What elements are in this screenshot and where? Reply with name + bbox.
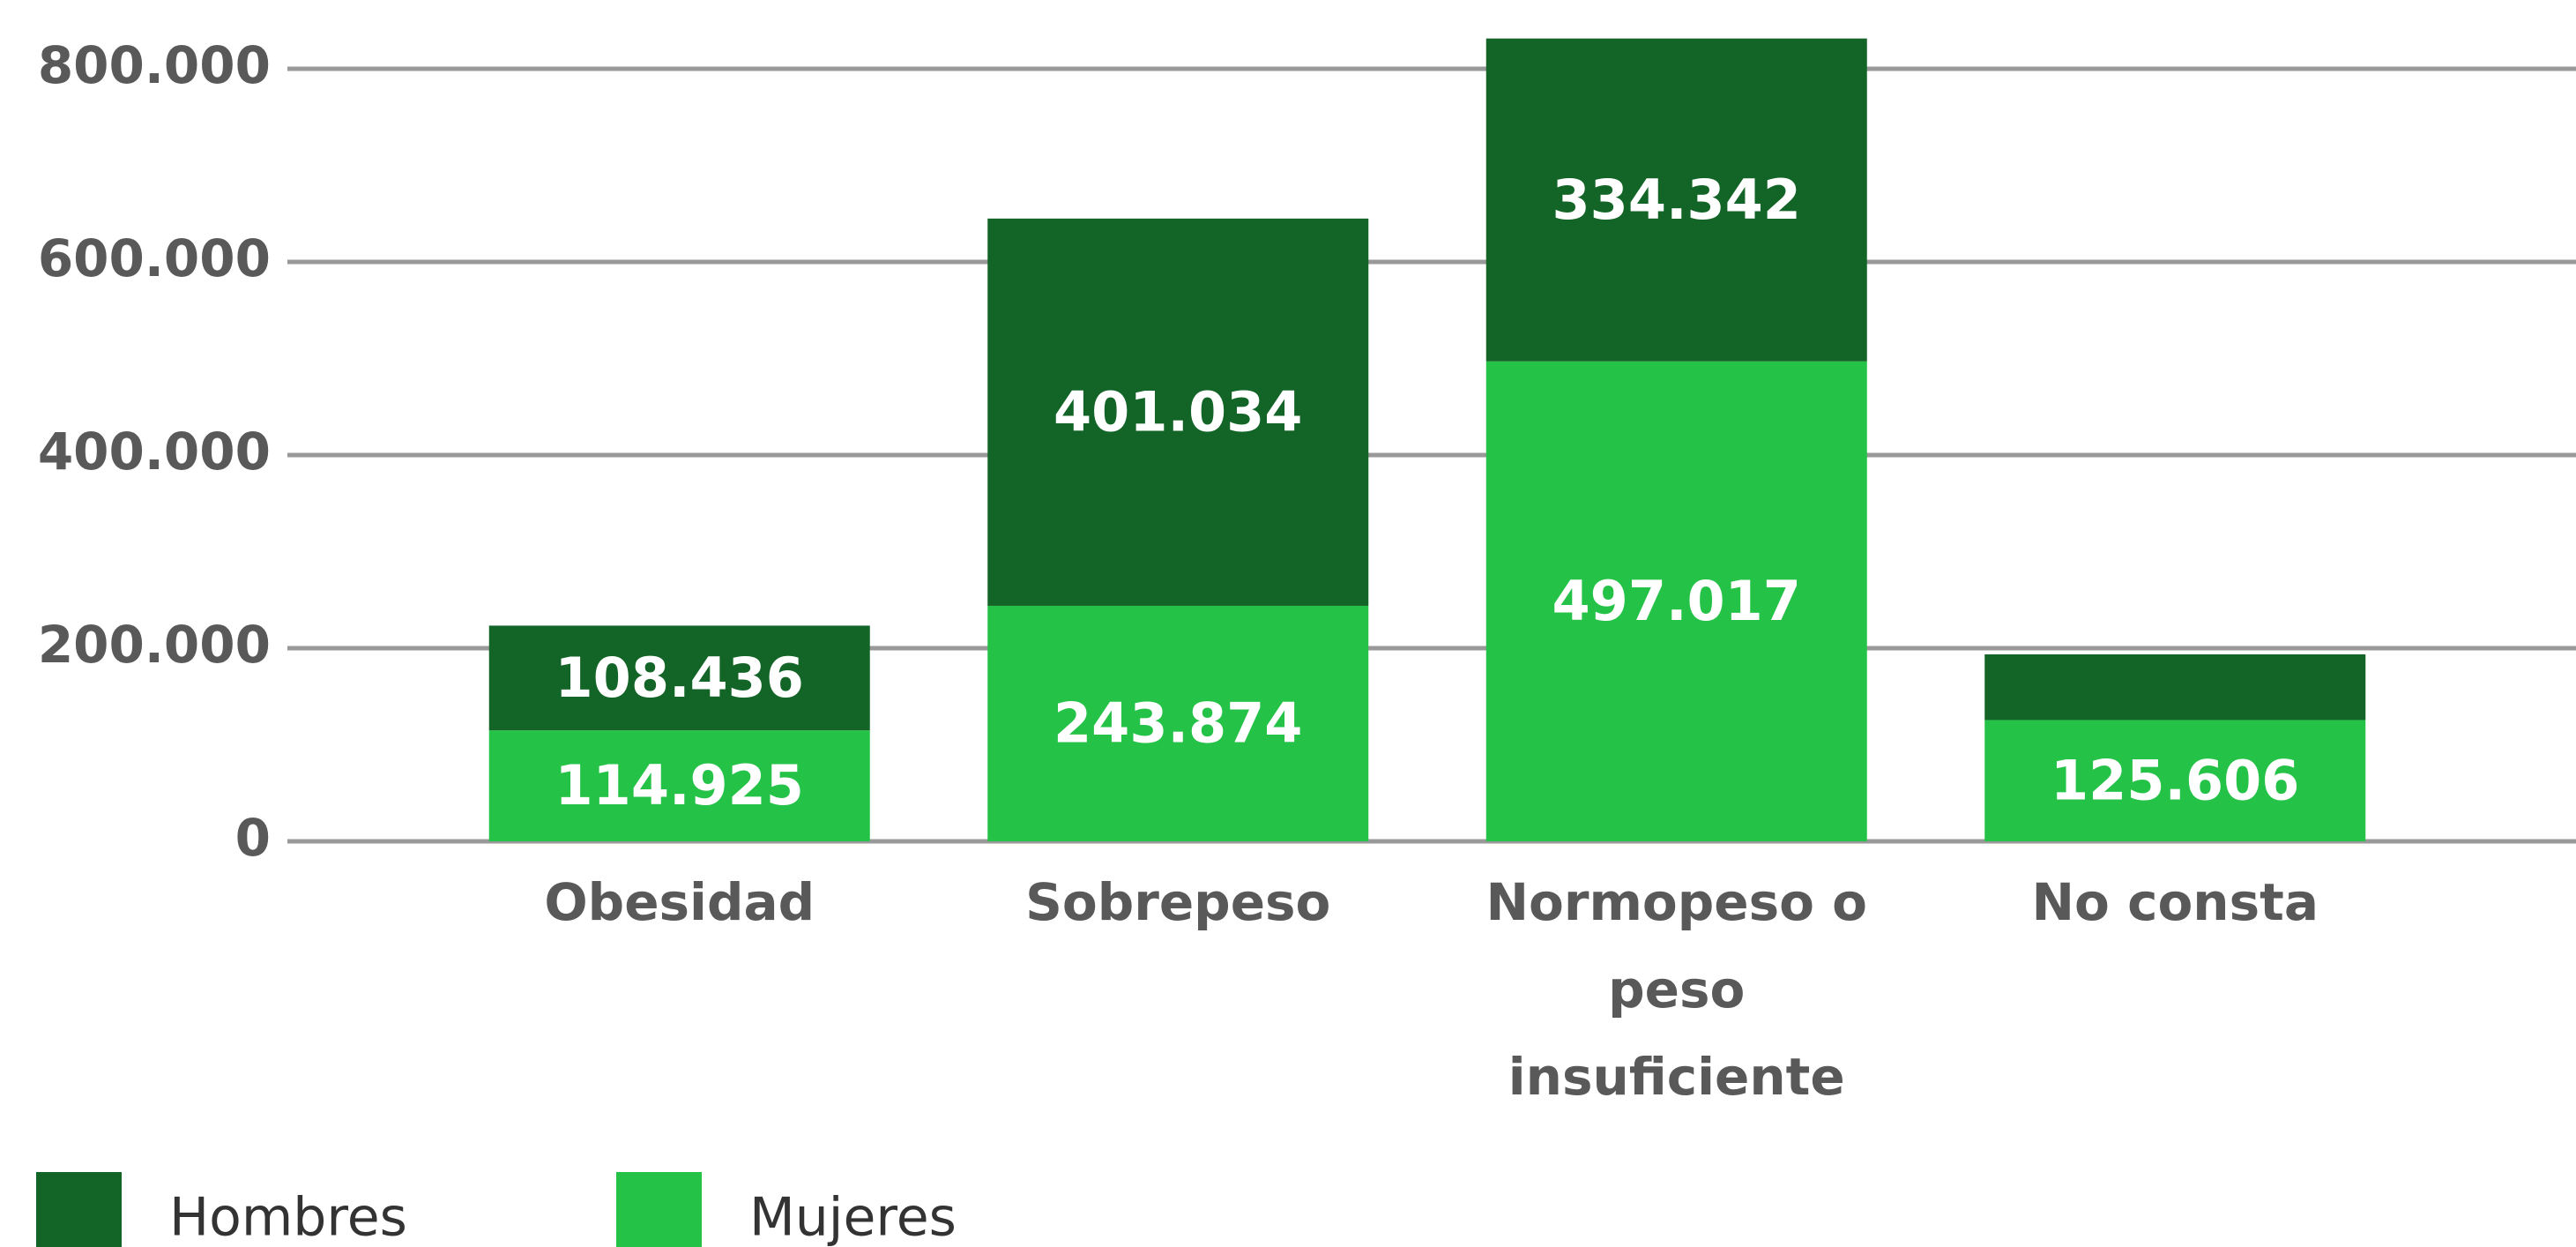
data-label: 243.874	[1053, 691, 1302, 756]
x-tick-label-line: peso	[1608, 960, 1745, 1019]
x-tick-label-line: No consta	[2032, 872, 2319, 932]
data-label: 125.606	[2051, 748, 2299, 812]
legend-label: Hombres	[169, 1187, 407, 1247]
bar-segment	[488, 730, 870, 841]
y-tick-label: 400.000	[38, 422, 271, 482]
x-tick-label: Normopeso o peso insuficiente	[1485, 872, 1867, 1107]
x-tick-label-line: Sobrepeso	[1025, 872, 1330, 932]
bar-segment	[488, 625, 870, 731]
y-tick-label: 600.000	[38, 228, 271, 288]
bar-segment	[1485, 38, 1867, 362]
data-label: 334.342	[1552, 168, 1801, 232]
legend-swatch	[616, 1172, 702, 1247]
data-label: 401.034	[1053, 379, 1302, 444]
bar-segment	[1485, 361, 1867, 842]
bar-segment	[1984, 654, 2366, 721]
bar-segment	[1984, 720, 2366, 841]
bar-segment	[987, 218, 1369, 606]
x-tick-label: No consta	[2032, 872, 2319, 932]
legend-swatch	[36, 1172, 122, 1247]
y-tick-label: 0	[235, 808, 271, 868]
x-tick-label-line: Normopeso o	[1485, 872, 1867, 932]
data-label: 497.017	[1552, 569, 1801, 633]
y-tick-label: 800.000	[38, 35, 271, 95]
x-tick-label: Sobrepeso	[1025, 872, 1330, 932]
x-tick-label: Obesidad	[544, 872, 815, 932]
x-tick-label-line: insuficiente	[1508, 1047, 1845, 1107]
legend-label: Mujeres	[749, 1187, 957, 1247]
x-tick-label-line: Obesidad	[544, 872, 815, 932]
data-label: 108.436	[555, 646, 804, 710]
y-tick-label: 200.000	[38, 615, 271, 675]
bar-segment	[987, 605, 1369, 841]
data-label: 114.925	[555, 753, 804, 818]
